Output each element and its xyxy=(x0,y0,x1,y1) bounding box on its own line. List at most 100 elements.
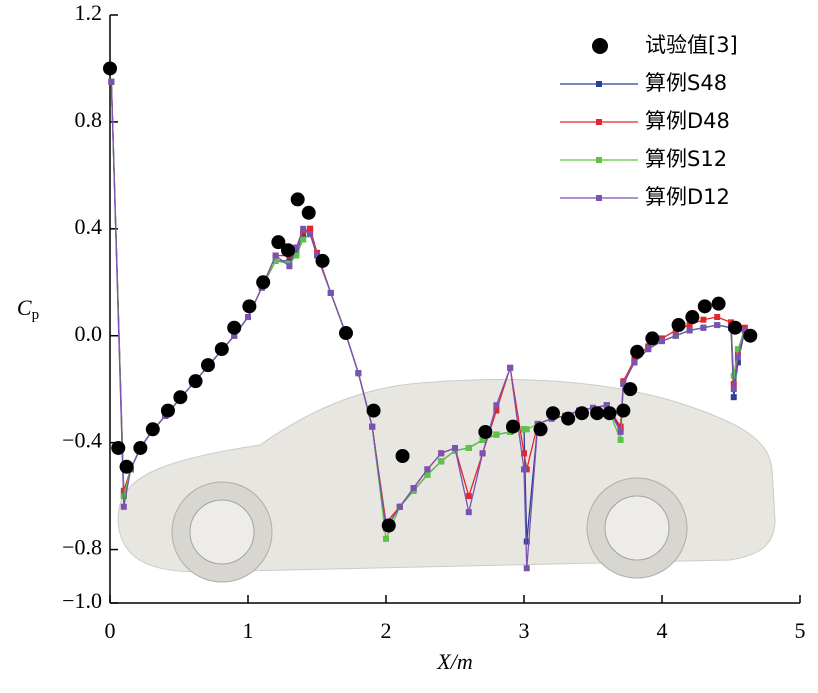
legend-marker xyxy=(596,195,602,201)
experiment-point xyxy=(160,403,175,418)
legend-marker xyxy=(596,157,602,163)
series-marker xyxy=(465,509,472,516)
x-tick-label: 4 xyxy=(657,618,668,643)
series-marker xyxy=(734,359,741,366)
series-marker xyxy=(730,394,737,401)
legend-label: 算例S12 xyxy=(645,147,727,171)
series-marker xyxy=(523,538,530,545)
series-marker xyxy=(493,407,500,414)
series-marker xyxy=(603,402,610,409)
experiment-point xyxy=(338,326,353,341)
series-marker xyxy=(714,322,721,329)
experiment-point xyxy=(505,419,520,434)
experiment-point xyxy=(561,411,576,426)
series-marker xyxy=(700,316,707,323)
x-tick-label: 0 xyxy=(105,618,116,643)
experiment-point xyxy=(545,406,560,421)
series-marker xyxy=(120,503,127,510)
experiment-point xyxy=(478,424,493,439)
series-marker xyxy=(369,423,376,430)
legend-marker xyxy=(596,81,602,87)
experiment-point xyxy=(188,374,203,389)
experiment-point xyxy=(133,440,148,455)
experiment-point xyxy=(111,440,126,455)
series-marker xyxy=(617,428,624,435)
experiment-point xyxy=(145,422,160,437)
legend-marker xyxy=(596,119,602,125)
series-marker xyxy=(424,466,431,473)
series-marker xyxy=(272,252,279,259)
legend-label: 算例S48 xyxy=(645,71,727,95)
experiment-point xyxy=(315,253,330,268)
experiment-point xyxy=(728,320,743,335)
series-marker xyxy=(521,466,527,473)
series-marker xyxy=(631,359,638,366)
series-marker xyxy=(438,458,445,465)
legend-label: 试验值[3] xyxy=(645,33,738,57)
experiment-point xyxy=(590,406,605,421)
experiment-point xyxy=(103,61,117,76)
series-marker xyxy=(617,436,624,443)
x-tick-label: 1 xyxy=(243,618,254,643)
series-marker xyxy=(424,471,431,478)
series-marker xyxy=(686,327,693,334)
series-marker xyxy=(730,386,737,393)
series-marker xyxy=(465,493,472,500)
series-marker xyxy=(493,431,500,438)
series-marker xyxy=(507,364,514,371)
series-marker xyxy=(672,332,679,339)
series-marker xyxy=(452,444,458,451)
series-marker xyxy=(293,244,300,251)
series-marker xyxy=(734,346,741,353)
x-tick-label: 3 xyxy=(519,618,530,643)
experiment-point xyxy=(574,406,589,421)
series-marker xyxy=(410,485,417,492)
series-marker xyxy=(686,322,693,329)
y-axis-label: Cp xyxy=(17,295,39,323)
y-tick-label: −0.8 xyxy=(62,535,102,560)
experiment-point xyxy=(119,459,134,474)
experiment-point xyxy=(697,299,712,314)
experiment-point xyxy=(173,390,188,405)
experiment-point xyxy=(671,318,686,333)
series-marker xyxy=(523,426,530,433)
experiment-point xyxy=(200,358,215,373)
series-marker xyxy=(286,263,293,270)
y-tick-label: −1.0 xyxy=(62,588,102,613)
series-marker xyxy=(714,314,721,321)
series-marker xyxy=(307,225,314,232)
experiment-point xyxy=(366,403,381,418)
series-marker xyxy=(396,503,403,510)
experiment-point xyxy=(256,275,271,290)
y-tick-label: 1.2 xyxy=(75,0,103,25)
series-marker xyxy=(493,402,500,409)
series-marker xyxy=(479,450,486,457)
series-marker xyxy=(293,252,300,259)
experiment-point xyxy=(301,205,316,220)
experiment-point xyxy=(645,331,660,346)
series-marker xyxy=(645,346,652,353)
series-marker xyxy=(327,289,334,296)
y-tick-label: 0.8 xyxy=(75,107,103,132)
series-marker xyxy=(314,252,320,259)
experiment-point xyxy=(271,235,286,250)
experiment-point xyxy=(630,344,645,359)
legend-label: 算例D48 xyxy=(645,109,730,133)
experiment-point xyxy=(214,342,229,357)
experiment-point xyxy=(227,320,242,335)
experiment-point xyxy=(602,406,617,421)
series-marker xyxy=(231,332,238,339)
series-marker xyxy=(307,231,314,238)
experiment-point xyxy=(395,449,410,463)
series-marker xyxy=(438,450,445,457)
car-silhouette xyxy=(117,379,776,583)
series-marker xyxy=(741,327,748,334)
legend-marker xyxy=(592,38,608,54)
series-marker xyxy=(521,450,527,457)
experiment-point xyxy=(242,299,257,314)
experiment-point xyxy=(685,310,700,325)
x-tick-label: 2 xyxy=(381,618,392,643)
experiment-point xyxy=(381,518,396,533)
experiment-point xyxy=(533,422,548,437)
